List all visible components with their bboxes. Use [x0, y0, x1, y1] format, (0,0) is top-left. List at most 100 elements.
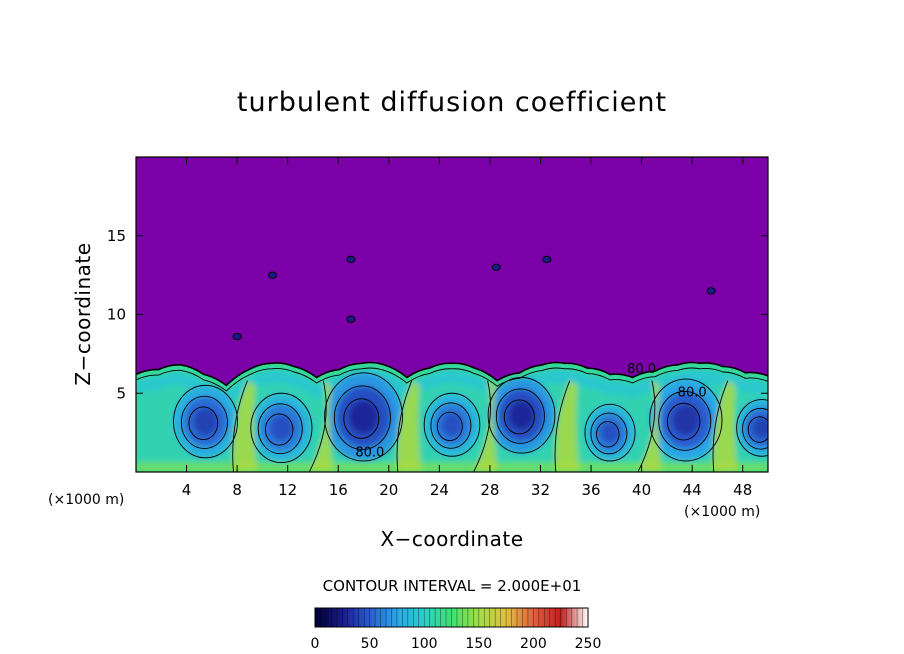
x-tick-label: 40	[632, 481, 651, 499]
contour-ring	[747, 416, 768, 443]
contour-labels: 80.0 80.0 80.0	[355, 362, 706, 460]
contour-line	[396, 380, 413, 472]
eddy-center	[600, 421, 620, 444]
isolated-patches	[232, 255, 716, 341]
isolated-patch-contour	[232, 332, 242, 341]
isolated-patch-contour	[346, 315, 356, 323]
contour-ring	[503, 399, 535, 435]
contour-ring	[742, 407, 768, 450]
contour-ring	[666, 402, 701, 441]
contour-line	[712, 380, 729, 472]
isolated-patch	[268, 271, 277, 279]
contour-ring	[188, 406, 219, 441]
updraft-plume	[713, 380, 738, 472]
contour-ring	[584, 403, 636, 462]
isolated-patch	[346, 316, 355, 323]
updraft-plume	[397, 380, 422, 472]
field-texture	[136, 368, 768, 472]
x-tick-label: 32	[531, 481, 550, 499]
x-tick-label: 24	[430, 481, 449, 499]
contour-ring	[173, 384, 238, 459]
contour-interval: CONTOUR INTERVAL = 2.000E+01	[323, 577, 582, 595]
contour-ring	[487, 377, 556, 454]
updraft-plume	[555, 380, 580, 472]
eddy-center	[269, 414, 293, 442]
colorbar-tick-label: 200	[520, 636, 547, 652]
contour-ring	[324, 372, 403, 462]
surface-layer	[136, 462, 768, 472]
eddy-center	[672, 404, 700, 436]
eddy-center	[508, 400, 535, 430]
colorbar-level-lines	[320, 608, 583, 627]
eddy-center	[441, 412, 463, 437]
contour-line	[136, 367, 768, 392]
x-tick-label: 12	[278, 481, 297, 499]
contour-label: 80.0	[627, 362, 656, 377]
updraft-plume	[309, 380, 334, 472]
contour-ring	[333, 385, 391, 450]
x-tick-label: 8	[232, 481, 242, 499]
isolated-patch	[233, 333, 242, 340]
y-tick-label: 15	[107, 227, 126, 245]
x-tick-label: 48	[733, 481, 752, 499]
isolated-patch-contour	[346, 255, 356, 264]
contour-ring	[590, 412, 628, 455]
contour-top	[136, 361, 768, 387]
x-tick-label: 28	[480, 481, 499, 499]
contour-ring	[430, 402, 472, 449]
contour-ring	[423, 392, 481, 457]
contour-label: 80.0	[678, 385, 707, 400]
x-tick-label: 20	[379, 481, 398, 499]
contour-ring	[649, 378, 723, 462]
plot-area: 80.0 80.0 80.0	[135, 156, 769, 473]
eddy-center	[752, 417, 768, 439]
contour-ring	[343, 398, 380, 439]
chart-title: turbulent diffusion coefficient	[237, 87, 667, 118]
isolated-patch-contour	[491, 263, 501, 271]
colorbar-tick-label: 50	[361, 636, 379, 652]
boundary-layer-field	[136, 362, 768, 472]
y-axis-ticks: 5 10 15	[107, 227, 768, 402]
contour-line	[554, 380, 571, 472]
contour-ring	[250, 392, 313, 464]
contour-ring	[436, 411, 463, 442]
eddy-center	[348, 400, 379, 434]
x-axis-label: X−coordinate	[380, 527, 523, 551]
x-tick-label: 36	[581, 481, 600, 499]
isolated-patch-contour	[542, 255, 552, 264]
contour-ring	[596, 421, 620, 448]
x-axis-ticks: 4 8 12 16 20 24 28 32 36 40 44 48	[182, 157, 752, 499]
colorbar-tick-label: 150	[465, 636, 492, 652]
contour-line	[473, 380, 491, 472]
colorbar-tick-label: 100	[411, 636, 438, 652]
y-axis-label: Z−coordinate	[71, 242, 95, 385]
colorbar-frame	[314, 607, 589, 628]
contour-ring	[658, 390, 712, 451]
contour-ring	[495, 388, 545, 444]
colorbar-tick-label: 250	[575, 636, 602, 652]
colorbar-ticks: 0 50 100 150 200 250	[311, 636, 602, 652]
x-unit-right: (×1000 m)	[684, 504, 760, 520]
updraft-plume	[637, 380, 662, 472]
x-unit-left: (×1000 m)	[48, 492, 124, 508]
contour-ring	[264, 413, 294, 446]
contour-lines	[136, 361, 768, 472]
contour-ring	[257, 403, 303, 455]
y-tick-label: 5	[116, 384, 126, 402]
eddy-center	[193, 407, 218, 436]
isolated-patch-contour	[706, 287, 716, 295]
y-tick-label: 10	[107, 306, 126, 324]
contour-ring	[736, 399, 768, 457]
updraft-plume	[232, 380, 258, 472]
x-tick-label: 16	[329, 481, 348, 499]
contour-line	[232, 380, 248, 472]
isolated-patch	[707, 287, 716, 295]
isolated-patch-contour	[268, 271, 278, 279]
colorbar: 0 50 100 150 200 250	[311, 607, 602, 652]
colorbar-tick-label: 0	[311, 636, 320, 652]
isolated-patch	[346, 256, 355, 263]
x-tick-label: 44	[683, 481, 702, 499]
updraft-plume	[473, 380, 498, 472]
